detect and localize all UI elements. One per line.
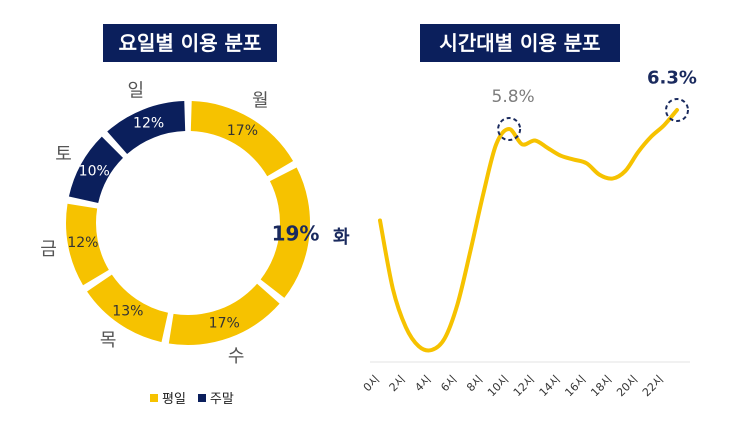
annotation-label-0: 5.8% bbox=[492, 87, 535, 107]
x-tick-label-3: 6시 bbox=[438, 373, 459, 394]
donut-category-label-5: 토 bbox=[55, 144, 72, 165]
donut-category-label-2: 수 bbox=[228, 346, 245, 367]
donut-category-label-4: 금 bbox=[40, 239, 57, 260]
donut-slice-3 bbox=[87, 274, 169, 343]
hourly-chart-title: 시간대별 이용 분포 bbox=[420, 24, 620, 62]
donut-slice-2 bbox=[168, 283, 280, 345]
donut-slice-0 bbox=[190, 101, 294, 177]
x-tick-label-11: 22시 bbox=[640, 373, 666, 399]
x-tick-label-8: 16시 bbox=[562, 373, 588, 399]
legend-swatch-weekday bbox=[150, 393, 158, 402]
donut-value-label-3: 13% bbox=[112, 303, 143, 319]
donut-legend: 평일 주말 bbox=[150, 388, 234, 407]
donut-value-label-0: 17% bbox=[227, 123, 258, 139]
annotation-label-1: 6.3% bbox=[647, 68, 697, 89]
x-tick-label-1: 2시 bbox=[387, 373, 408, 394]
donut-value-label-1: 19% bbox=[272, 222, 320, 246]
x-tick-label-10: 20시 bbox=[614, 373, 640, 399]
hourly-usage-line bbox=[378, 108, 679, 353]
donut-slice-4 bbox=[66, 203, 109, 286]
x-tick-label-0: 0시 bbox=[361, 373, 382, 394]
donut-value-label-5: 10% bbox=[79, 163, 110, 179]
annotation-circle-0 bbox=[497, 117, 522, 142]
donut-slice-1 bbox=[260, 167, 310, 298]
donut-category-label-0: 월 bbox=[252, 90, 269, 111]
x-tick-label-5: 10시 bbox=[485, 373, 511, 399]
donut-value-label-2: 17% bbox=[209, 316, 240, 332]
donut-value-label-4: 12% bbox=[67, 235, 98, 251]
donut-slice-5 bbox=[68, 136, 124, 204]
donut-category-label-6: 일 bbox=[127, 80, 144, 101]
legend-item-weekday: 평일 bbox=[150, 388, 186, 407]
x-tick-label-2: 4시 bbox=[412, 373, 433, 394]
legend-item-weekend: 주말 bbox=[197, 388, 234, 407]
donut-category-label-1: 화 bbox=[333, 227, 350, 248]
donut-slice-6 bbox=[107, 101, 186, 155]
x-tick-label-9: 18시 bbox=[588, 373, 614, 399]
legend-label-weekday: 평일 bbox=[162, 392, 186, 407]
legend-label-weekend: 주말 bbox=[209, 392, 234, 407]
x-tick-label-7: 14시 bbox=[537, 373, 563, 399]
legend-swatch-weekend bbox=[197, 393, 206, 402]
x-tick-label-4: 8시 bbox=[464, 373, 485, 394]
annotation-circle-1 bbox=[665, 98, 689, 122]
x-tick-label-6: 12시 bbox=[511, 373, 537, 399]
donut-value-label-6: 12% bbox=[133, 116, 164, 132]
donut-category-label-3: 목 bbox=[100, 330, 117, 351]
weekday-chart-title: 요일별 이용 분포 bbox=[103, 24, 277, 62]
